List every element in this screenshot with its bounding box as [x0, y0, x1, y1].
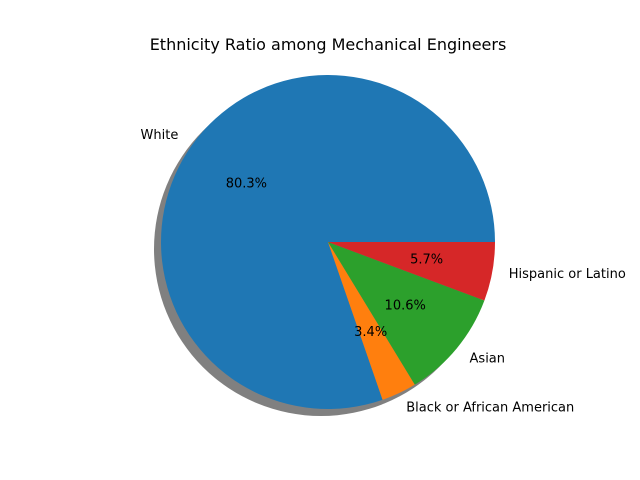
pie-slice-hispanic-or-latino [328, 242, 495, 301]
chart-title: Ethnicity Ratio among Mechanical Enginee… [150, 35, 507, 54]
pie-label-white: White [141, 128, 179, 143]
pie-percent-asian: 10.6% [385, 298, 426, 313]
pie-percent-white: 80.3% [226, 176, 267, 191]
pie-percent-labels: 80.3% 3.4% 10.6% 5.7% [226, 176, 443, 340]
pie-percent-hispanic-or-latino: 5.7% [410, 252, 443, 267]
pie-label-black-or-african-american: Black or African American [406, 401, 574, 416]
pie-slice-asian [328, 242, 485, 385]
pie-slice-black-or-african-american [328, 242, 415, 400]
pie-percent-black-or-african-american: 3.4% [354, 325, 387, 340]
pie-slice-white [161, 75, 495, 409]
pie-slices [161, 75, 495, 409]
pie-labels: White Black or African American Asian Hispa… [141, 128, 626, 416]
pie-label-asian: Asian [470, 352, 505, 367]
pie-label-hispanic-or-latino: Hispanic or Latino [509, 267, 626, 282]
